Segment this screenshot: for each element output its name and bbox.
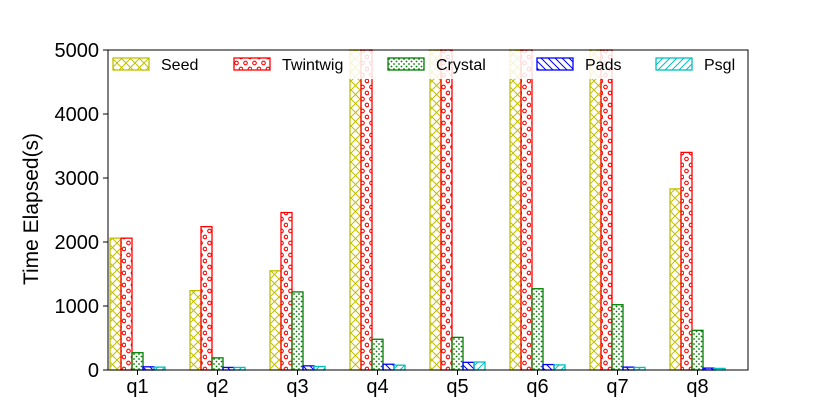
bar-pads-q5 xyxy=(462,361,475,371)
bar-pads-q4 xyxy=(382,363,395,371)
bar-crystal-q7 xyxy=(611,304,624,371)
y-tick-label-0: 0 xyxy=(88,360,99,382)
x-tick-label-q3: q3 xyxy=(286,376,308,398)
y-tick-label-3000: 3000 xyxy=(55,168,100,190)
bar-twintwig-q2 xyxy=(200,225,213,371)
legend-swatch-crystal xyxy=(387,57,425,71)
plot-area xyxy=(109,49,726,371)
bar-psgl-q6 xyxy=(553,364,566,371)
bar-crystal-q5 xyxy=(451,336,464,371)
bar-crystal-q4 xyxy=(371,338,384,371)
bar-twintwig-q7 xyxy=(600,49,613,371)
y-tick-label-2000: 2000 xyxy=(55,232,100,254)
x-tick-label-q4: q4 xyxy=(366,376,388,398)
x-tick-label-q2: q2 xyxy=(206,376,228,398)
legend-label-twintwig: Twintwig xyxy=(282,57,343,74)
bar-seed-q8 xyxy=(669,188,682,371)
bar-crystal-q3 xyxy=(291,291,304,371)
plot-frame xyxy=(107,49,749,371)
bar-twintwig-q1 xyxy=(120,237,133,371)
legend-swatch-twintwig xyxy=(233,57,271,71)
bar-pads-q3 xyxy=(302,365,315,371)
bar-crystal-q6 xyxy=(531,288,544,371)
bar-twintwig-q4 xyxy=(360,49,373,371)
bar-seed-q6 xyxy=(509,49,522,371)
bar-twintwig-q6 xyxy=(520,49,533,371)
legend-swatch-pads xyxy=(536,57,574,71)
legend-swatch-psgl xyxy=(655,57,693,71)
bar-crystal-q1 xyxy=(131,352,144,371)
y-tick-label-5000: 5000 xyxy=(55,40,100,62)
bar-twintwig-q3 xyxy=(280,211,293,371)
bar-seed-q3 xyxy=(269,270,282,371)
bar-seed-q1 xyxy=(109,237,122,371)
legend-label-psgl: Psgl xyxy=(704,57,735,74)
legend-background xyxy=(109,51,747,79)
legend-label-crystal: Crystal xyxy=(436,57,486,74)
bar-psgl-q3 xyxy=(313,365,326,371)
bar-twintwig-q8 xyxy=(680,151,693,371)
bar-seed-q2 xyxy=(189,289,202,371)
legend-label-seed: Seed xyxy=(161,57,198,74)
bar-psgl-q5 xyxy=(473,361,486,371)
legend-swatch-seed xyxy=(112,57,150,71)
bar-seed-q7 xyxy=(589,49,602,371)
bar-pads-q6 xyxy=(542,363,555,371)
y-tick-label-1000: 1000 xyxy=(55,296,100,318)
axes: 0 1000 2000 3000 4000 5000 q1 q2 q3 q4 q5 q6 q7 q8 xyxy=(55,40,749,398)
y-axis-title: Time Elapsed(s) xyxy=(20,133,43,285)
x-tick-label-q6: q6 xyxy=(526,376,548,398)
bar-psgl-q4 xyxy=(393,364,406,371)
y-tick-label-4000: 4000 xyxy=(55,104,100,126)
bar-crystal-q2 xyxy=(211,357,224,371)
bar-seed-q5 xyxy=(429,49,442,371)
legend: Seed Twintwig Crystal Pads Psgl xyxy=(109,51,747,79)
x-tick-label-q5: q5 xyxy=(446,376,468,398)
legend-label-pads: Pads xyxy=(585,57,621,74)
x-tick-label-q8: q8 xyxy=(686,376,708,398)
bar-crystal-q8 xyxy=(691,329,704,371)
x-tick-label-q7: q7 xyxy=(606,376,628,398)
x-tick-label-q1: q1 xyxy=(126,376,148,398)
bar-seed-q4 xyxy=(349,49,362,371)
bar-twintwig-q5 xyxy=(440,49,453,371)
